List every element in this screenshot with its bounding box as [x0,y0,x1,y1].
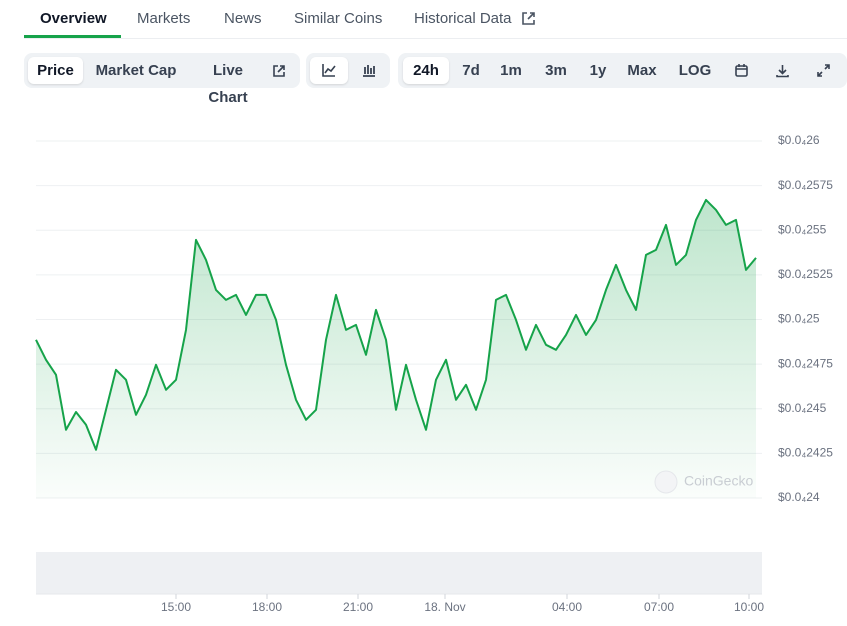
y-tick-label: $0.0₄2425 [778,446,833,460]
x-tick-label: 07:00 [644,600,674,614]
active-underline [24,35,121,38]
candle-chart-button[interactable] [350,57,388,84]
y-tick-label: $0.0₄255 [778,222,827,236]
tab[interactable]: Overview [40,10,107,27]
y-tick-label: $0.0₄2525 [778,267,833,281]
range-button[interactable]: 7d [462,62,480,79]
range-button[interactable]: 24h [403,57,449,84]
range-button[interactable]: LOG [678,62,712,79]
y-tick-label: $0.0₄2475 [778,356,833,370]
range-button[interactable]: 1m [500,62,522,79]
price-line [35,198,757,451]
chart-style-group [306,53,390,88]
range-button[interactable]: 1y [589,62,607,79]
watermark: CoinGecko [654,470,753,494]
area-fill [36,199,756,498]
volume-band [36,552,762,594]
x-tick-label: 04:00 [552,600,582,614]
calendar-icon[interactable] [734,63,749,78]
line-chart-button[interactable] [310,57,348,84]
metric-button[interactable]: Live Chart [208,62,248,106]
tab[interactable]: Similar Coins [294,10,383,27]
y-tick-label: $0.0₄25 [778,312,820,326]
y-tick-label: $0.0₄245 [778,401,827,415]
x-tick-label: 21:00 [343,600,373,614]
range-group: 24h 7d 1m 3m 1y Max LOG [398,53,847,88]
y-tick-label: $0.0₄2575 [778,178,833,192]
tab[interactable]: Historical Data [414,10,512,27]
metric-button[interactable]: Price [28,57,83,84]
y-tick-label: $0.0₄24 [778,490,820,504]
x-tick-label: 18:00 [252,600,282,614]
watermark-text: CoinGecko [684,473,753,489]
tab[interactable]: News [224,10,262,27]
external-icon [522,12,535,25]
range-button[interactable]: Max [627,62,657,79]
download-icon[interactable] [775,63,790,78]
range-button[interactable]: 3m [545,62,567,79]
y-tick-label: $0.0₄26 [778,133,820,147]
metric-button[interactable]: Market Cap [95,62,177,79]
metric-group: Price Market Cap Live Chart [24,53,300,106]
tab-bar: Overview Markets News Similar Coins Hist… [24,0,847,39]
fullscreen-icon[interactable] [816,63,831,78]
external-icon [273,65,285,77]
x-tick-label: 15:00 [161,600,191,614]
x-tick-label: 18. Nov [424,600,465,614]
tab[interactable]: Markets [137,10,191,27]
x-tick-label: 10:00 [734,600,764,614]
